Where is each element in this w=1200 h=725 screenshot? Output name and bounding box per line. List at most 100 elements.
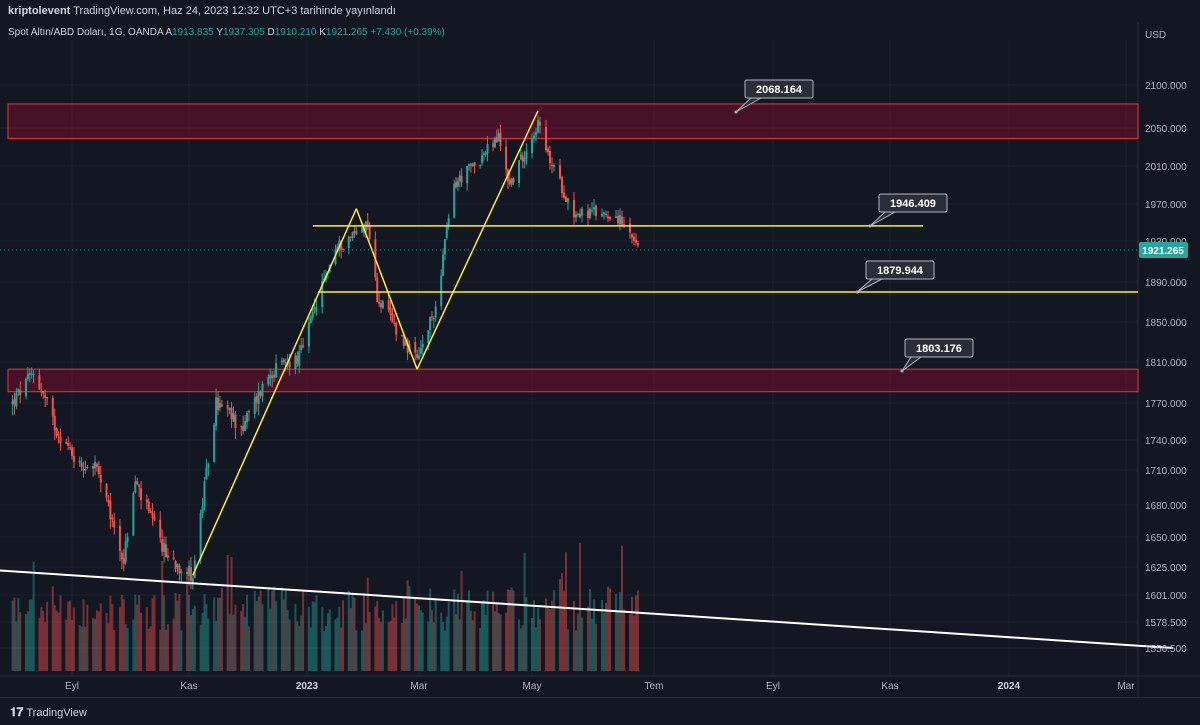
candle-body <box>518 160 521 183</box>
candle-body <box>111 517 114 520</box>
candle-body <box>118 525 121 551</box>
volume-bar <box>282 599 285 671</box>
volume-bar <box>361 630 364 671</box>
candle-body <box>623 224 625 226</box>
candle-body <box>445 226 448 238</box>
time-tick-label: Kas <box>180 681 197 692</box>
zones <box>7 103 1139 393</box>
tradingview-logo[interactable]: 𝟏𝟕 TradingView <box>10 705 87 720</box>
volume-bar <box>497 612 500 671</box>
candle-body <box>393 322 396 324</box>
volume-bar <box>402 597 405 671</box>
volume-bar <box>573 600 575 671</box>
candle-body <box>159 519 162 538</box>
volume-bar <box>120 595 123 671</box>
candle-body <box>315 308 318 310</box>
volume-bar <box>326 613 329 671</box>
volume-bar <box>193 605 196 671</box>
volume-bar <box>126 628 129 671</box>
volume-bar <box>482 600 485 671</box>
volume-bar <box>32 561 35 671</box>
volume-bar <box>434 598 437 671</box>
callout-pointer <box>856 278 883 293</box>
volume-bar <box>575 630 577 671</box>
candle-body <box>458 175 461 181</box>
time-tick-label: Kas <box>881 681 898 692</box>
volume-bar <box>151 598 154 671</box>
candle-body <box>275 363 278 377</box>
candle-body <box>505 146 508 170</box>
volume-bar <box>246 594 249 671</box>
volume-bar <box>298 626 301 671</box>
volume-bar <box>240 610 243 671</box>
candle-body <box>189 567 192 581</box>
candle-body <box>40 390 43 392</box>
volume-bar <box>506 589 509 671</box>
callout-pointer <box>869 211 896 227</box>
volume-bar <box>153 595 156 671</box>
volume-bar <box>269 608 272 671</box>
price-tick-label: 2100.000 <box>1145 81 1187 92</box>
last-price-label: 1921.265 <box>1142 246 1184 257</box>
candle-body <box>347 236 350 248</box>
volume-bar <box>271 590 274 671</box>
volume-bar <box>134 594 137 671</box>
volume-bar <box>466 602 469 671</box>
candle-body <box>307 322 310 347</box>
trend-line <box>416 110 539 370</box>
publish-info: TradingView.com, Haz 24, 2023 12:32 UTC+… <box>73 5 396 17</box>
volume-bar <box>559 579 561 671</box>
candle-body <box>551 164 553 166</box>
callout-box <box>744 79 814 99</box>
volume-bar <box>24 614 27 671</box>
candle-body <box>559 165 561 179</box>
candle-body <box>282 359 285 363</box>
candle-body <box>579 213 581 218</box>
candle-body <box>492 143 495 147</box>
volume-bar <box>215 620 218 671</box>
volume-bars <box>11 542 639 671</box>
volume-bar <box>479 627 482 671</box>
volume-bar <box>109 595 112 671</box>
candle-body <box>525 151 528 159</box>
price-axis[interactable]: USD2100.0002050.0002010.0001970.0001930.… <box>1139 30 1188 655</box>
candle-body <box>355 231 358 235</box>
volume-bar <box>95 610 98 671</box>
time-axis[interactable]: Eyl Kas 2023 Mar May Tem Eyl Kas 2024 Mar <box>65 681 1135 692</box>
open-label: A <box>165 27 172 38</box>
price-chart[interactable]: 2068.164 1946.409 1879.944 1803.176 USD 2100… <box>0 0 1200 697</box>
candle-body <box>99 475 102 483</box>
candle-body <box>635 239 637 243</box>
candle-body <box>340 240 343 251</box>
candle-body <box>259 392 262 396</box>
open-value: 1913.835 <box>171 27 214 38</box>
candle-body <box>387 300 390 310</box>
price-tick-label: 1970.000 <box>1145 200 1187 211</box>
volume-bar <box>275 601 278 671</box>
volume-bar <box>533 600 535 671</box>
volume-bar <box>353 597 356 671</box>
volume-bar <box>418 605 420 671</box>
candle-body <box>149 511 152 514</box>
candle-body <box>508 179 511 185</box>
volume-bar <box>105 613 108 671</box>
volume-bar <box>199 624 202 671</box>
candle-body <box>30 373 33 375</box>
volume-bar <box>460 570 463 671</box>
candle-body <box>109 500 112 520</box>
volume-bar <box>601 599 603 671</box>
long-trend-line <box>0 569 1173 649</box>
candle-body <box>427 330 430 344</box>
candle-body <box>172 557 175 560</box>
candle-body <box>153 517 156 520</box>
time-tick-label: 2024 <box>998 681 1021 692</box>
volume-bar <box>286 610 289 671</box>
candle-body <box>633 236 635 241</box>
volume-bar <box>473 611 476 671</box>
volume-bar <box>122 599 125 671</box>
candle-body <box>621 216 623 225</box>
volume-bar <box>637 590 639 671</box>
volume-bar <box>228 613 231 671</box>
volume-bar <box>391 604 394 671</box>
price-tick-label: 1680.000 <box>1145 501 1187 512</box>
